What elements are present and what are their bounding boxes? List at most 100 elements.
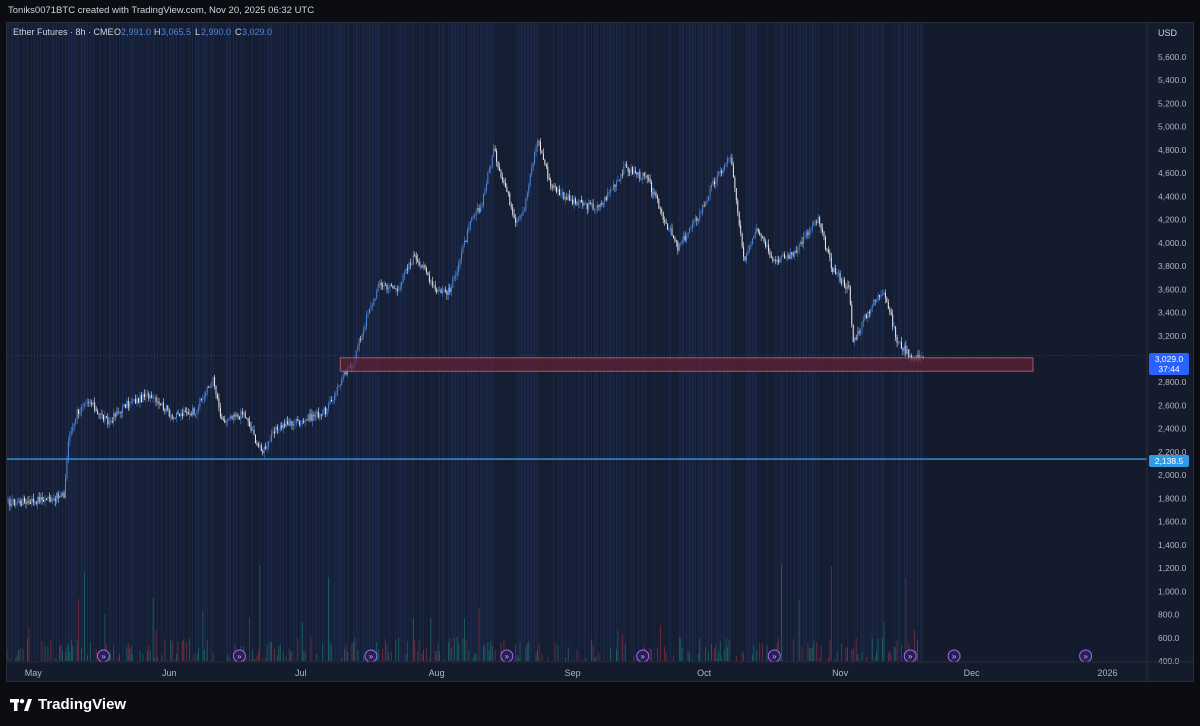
- candle-body: [376, 289, 378, 299]
- candle-body: [135, 398, 137, 404]
- background-bar: [95, 23, 97, 661]
- candle-body: [503, 180, 505, 183]
- volume-bar: [500, 642, 502, 661]
- background-bar: [550, 23, 552, 661]
- volume-bar: [490, 641, 492, 661]
- level-price-label: 2,138.5: [1155, 456, 1184, 466]
- volume-bar: [72, 645, 74, 661]
- candle-body: [34, 501, 36, 503]
- background-bar: [567, 23, 569, 661]
- volume-bar: [887, 653, 889, 661]
- candle-body: [436, 288, 438, 292]
- candle-body: [468, 226, 470, 231]
- candle-body: [651, 181, 653, 193]
- volume-bar: [407, 641, 408, 661]
- price-chart[interactable]: »»»»»»»»» USD 5,600.05,400.05,200.05,000…: [6, 23, 1193, 681]
- volume-bar: [181, 640, 183, 661]
- candle-body: [561, 192, 563, 194]
- candle-body: [304, 420, 306, 423]
- price-tick-label: 1,600.0: [1158, 517, 1187, 527]
- candle-body: [876, 299, 878, 301]
- volume-bar: [388, 652, 389, 661]
- volume-bar: [716, 658, 718, 661]
- volume-bar: [624, 643, 626, 661]
- event-marker-glyph: »: [1083, 652, 1088, 661]
- candle-body: [417, 259, 419, 262]
- background-bar: [426, 23, 427, 661]
- candle-body: [551, 185, 553, 189]
- candle-body: [500, 170, 502, 178]
- background-bar: [803, 23, 804, 661]
- background-bar: [274, 23, 275, 661]
- candle-body: [493, 148, 495, 156]
- background-bar: [427, 23, 429, 661]
- chart-frame[interactable]: »»»»»»»»» USD 5,600.0 5,400.0 5,200.0 5,000…: [6, 22, 1194, 682]
- volume-bar: [594, 658, 595, 661]
- background-bar: [686, 23, 688, 661]
- candle-body: [180, 413, 182, 417]
- volume-bar: [155, 630, 157, 661]
- candle-body: [328, 404, 330, 409]
- candle-body: [244, 412, 246, 419]
- background-bar: [789, 23, 791, 661]
- candle-body: [728, 158, 730, 159]
- volume-bar: [830, 565, 832, 661]
- candle-body: [868, 311, 870, 314]
- candle-body: [855, 337, 857, 340]
- background-bar: [34, 23, 36, 661]
- candle-body: [408, 263, 410, 270]
- background-bar: [687, 23, 689, 661]
- candle-body: [766, 244, 768, 247]
- candle-body: [113, 413, 115, 423]
- candle-body: [830, 257, 832, 269]
- time-axis-label: Dec: [964, 668, 981, 678]
- candle-body: [252, 430, 254, 431]
- candle-body: [341, 379, 343, 385]
- candle-body: [684, 235, 686, 241]
- background-bar: [157, 23, 158, 661]
- background-bar: [303, 23, 305, 661]
- candle-body: [725, 162, 727, 165]
- background-bar: [709, 23, 711, 661]
- volume-bar: [762, 643, 764, 661]
- background-bar: [564, 23, 566, 661]
- candle-body: [275, 426, 277, 434]
- background-bar: [466, 23, 468, 661]
- volume-bar: [84, 571, 85, 661]
- volume-bar: [857, 654, 859, 661]
- volume-bar: [902, 660, 904, 661]
- background-bar: [728, 23, 730, 661]
- background-bar: [483, 23, 484, 661]
- volume-bar: [417, 651, 419, 661]
- candle-body: [512, 207, 514, 215]
- background-bar: [621, 23, 623, 661]
- volume-bar: [246, 657, 248, 661]
- background-bar: [320, 23, 322, 661]
- background-bar: [814, 23, 816, 661]
- background-bar: [155, 23, 157, 661]
- background-bar: [706, 23, 708, 661]
- volume-bar: [129, 648, 131, 661]
- candle-body: [845, 286, 847, 289]
- footer: TradingView: [0, 684, 1200, 726]
- background-bar: [35, 23, 37, 661]
- candle-body: [884, 292, 886, 299]
- candle-body: [591, 203, 593, 205]
- price-axis[interactable]: [1147, 23, 1193, 681]
- candle-body: [548, 178, 550, 181]
- candle-body: [323, 407, 325, 414]
- background-bar: [196, 23, 198, 661]
- candle-body: [360, 338, 362, 340]
- candle-body: [611, 189, 613, 191]
- background-bar: [722, 23, 724, 661]
- candle-body: [149, 394, 151, 399]
- candle-body: [716, 175, 718, 182]
- currency-label: USD: [1158, 28, 1178, 38]
- candle-body: [19, 500, 21, 504]
- candle-body: [689, 228, 691, 233]
- volume-bar: [41, 640, 43, 661]
- background-bar: [119, 23, 120, 661]
- tradingview-logo[interactable]: TradingView: [10, 696, 126, 713]
- background-bar: [294, 23, 296, 661]
- background-bar: [265, 23, 267, 661]
